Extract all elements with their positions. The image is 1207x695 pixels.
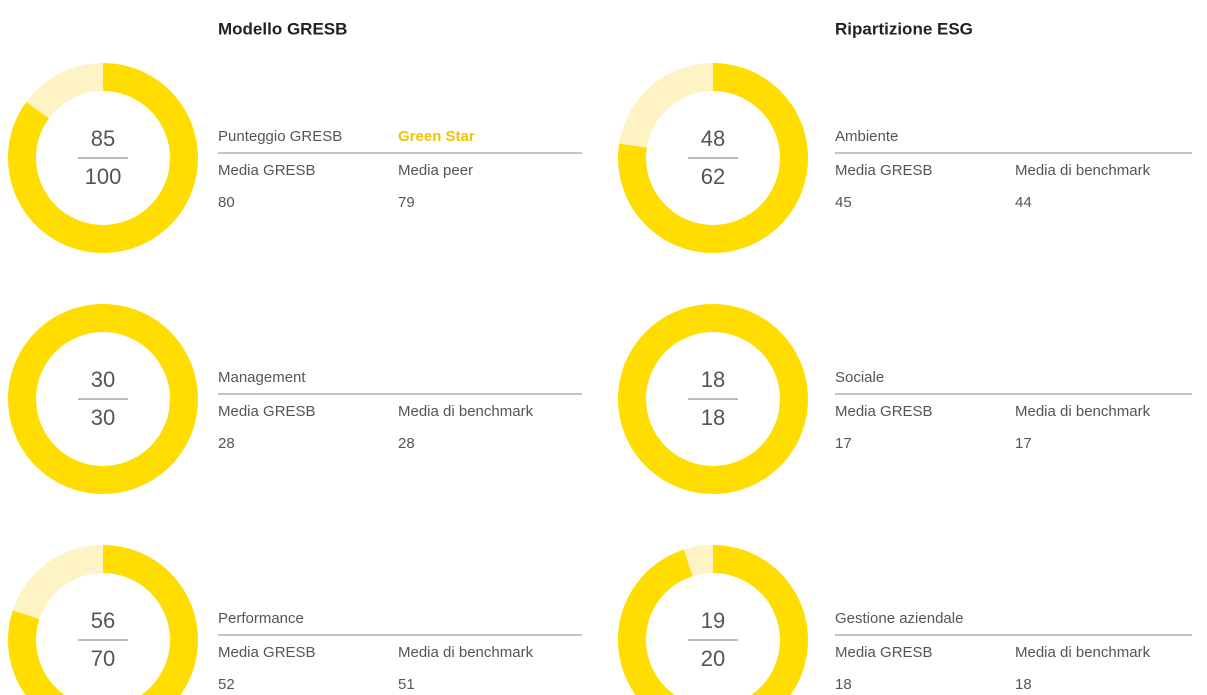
item-label: Ambiente (835, 128, 898, 145)
score: 19 (701, 608, 725, 633)
metric-value: 18 (1015, 676, 1032, 693)
metric-value: 80 (218, 194, 235, 211)
metric-name: Media di benchmark (1015, 644, 1151, 661)
donut-arc (8, 304, 198, 494)
item-label: Punteggio GRESB (218, 128, 342, 145)
metric-name: Media di benchmark (1015, 403, 1151, 420)
max: 20 (701, 646, 725, 671)
score: 30 (91, 367, 115, 392)
metric-name: Media GRESB (835, 162, 933, 179)
metric-value: 17 (835, 435, 852, 452)
metric-value: 17 (1015, 435, 1032, 452)
metric-value: 79 (398, 194, 415, 211)
metric-value: 28 (398, 435, 415, 452)
metric-value: 45 (835, 194, 852, 211)
max: 100 (85, 164, 122, 189)
max: 62 (701, 164, 725, 189)
item-label: Gestione aziendale (835, 610, 963, 627)
metric-name: Media GRESB (835, 403, 933, 420)
metric-name: Media GRESB (218, 403, 316, 420)
metric-value: 18 (835, 676, 852, 693)
score: 48 (701, 126, 725, 151)
score: 56 (91, 608, 115, 633)
metric-value: 51 (398, 676, 415, 693)
badge: Green Star (398, 128, 475, 145)
metric-name: Media GRESB (835, 644, 933, 661)
metric-value: 52 (218, 676, 235, 693)
max: 70 (91, 646, 115, 671)
donut-arc (8, 545, 198, 695)
panel-title: Modello GRESB (218, 19, 347, 38)
item-label: Management (218, 369, 306, 386)
panel-title: Ripartizione ESG (835, 19, 973, 38)
metric-name: Media GRESB (218, 644, 316, 661)
metric-value: 44 (1015, 194, 1032, 211)
donut-arc (618, 304, 808, 494)
score: 85 (91, 126, 115, 151)
metric-name: Media di benchmark (398, 403, 534, 420)
metric-name: Media di benchmark (398, 644, 534, 661)
score: 18 (701, 367, 725, 392)
metric-name: Media peer (398, 162, 473, 179)
donut-arc (618, 63, 808, 253)
donut-arc (8, 63, 198, 253)
donut-arc (618, 545, 808, 695)
metric-name: Media GRESB (218, 162, 316, 179)
metric-name: Media di benchmark (1015, 162, 1151, 179)
item-label: Performance (218, 610, 304, 627)
max: 30 (91, 405, 115, 430)
item-label: Sociale (835, 369, 884, 386)
max: 18 (701, 405, 725, 430)
metric-value: 28 (218, 435, 235, 452)
